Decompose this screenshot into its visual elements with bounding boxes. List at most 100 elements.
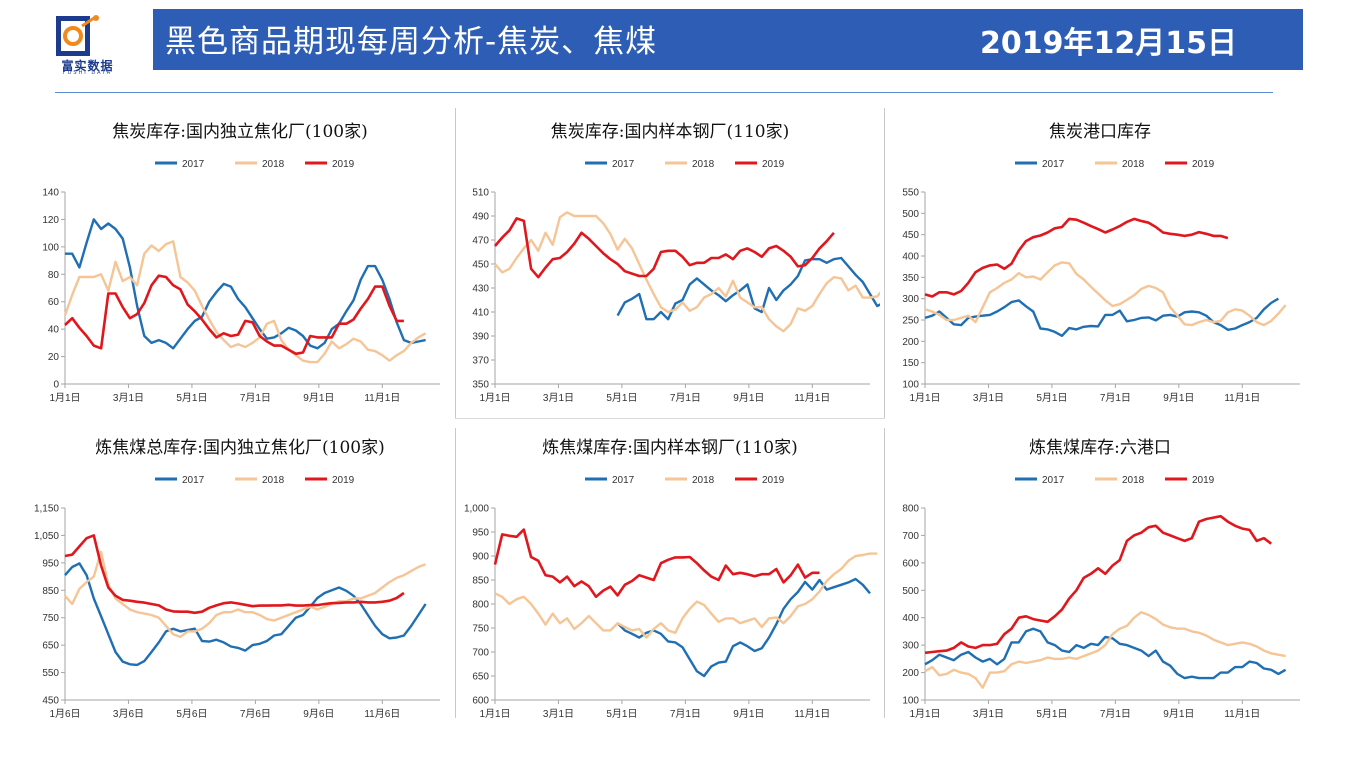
legend-label-2017: 2017 [182,475,205,486]
column-divider [455,428,456,718]
y-tick-label: 500 [902,586,919,597]
y-tick-label: 410 [472,308,489,319]
x-tick-label: 5月1日 [176,392,207,404]
x-tick-label: 9月6日 [303,708,334,720]
legend-label-2017: 2017 [612,475,635,486]
y-tick-label: 850 [42,586,59,597]
chart-panel-cokingcoal-ports: 炼焦煤库存:六港口 100 200 300 400 500 600 700 800 1月1日 3月… [890,433,1310,733]
y-tick-label: 80 [48,270,60,281]
x-tick-label: 3月1日 [543,708,574,720]
y-tick-label: 200 [902,668,919,679]
chart-title: 焦炭库存:国内样本钢厂(110家) [550,122,790,142]
y-tick-label: 40 [48,325,60,336]
y-tick-label: 550 [42,668,59,679]
legend-label-2019: 2019 [1192,475,1215,486]
y-tick-label: 450 [42,696,59,707]
x-tick-label: 1月1日 [909,708,940,720]
x-tick-label: 9月1日 [733,392,764,404]
y-tick-label: 350 [902,273,919,284]
y-tick-label: 500 [902,209,919,220]
series-line-2018 [494,552,878,639]
series-line-2019 [64,274,404,356]
legend-label-2017: 2017 [1042,475,1065,486]
y-tick-label: 700 [472,648,489,659]
y-tick-label: 100 [902,696,919,707]
chart-panel-cokingcoal-independent: 炼焦煤总库存:国内独立焦化厂(100家) 450 550 650 750 850 950 1… [30,433,450,733]
column-divider [884,428,885,718]
y-tick-label: 900 [472,552,489,563]
legend-label-2018: 2018 [1122,475,1145,486]
x-tick-label: 5月1日 [1036,392,1067,404]
chart-panel-coke-port: 焦炭港口库存 100 150 200 250 300 350 400 450 500 550 1月1… [890,117,1310,417]
x-tick-label: 3月1日 [543,392,574,404]
y-tick-label: 490 [472,212,489,223]
y-tick-label: 350 [472,380,489,391]
legend-label-2019: 2019 [332,159,355,170]
x-tick-label: 7月1日 [670,708,701,720]
chart-title: 炼焦煤总库存:国内独立焦化厂(100家) [95,438,385,458]
legend-label-2017: 2017 [612,159,635,170]
legend-label-2018: 2018 [692,159,715,170]
legend-label-2018: 2018 [262,159,285,170]
chart-title: 焦炭库存:国内独立焦化厂(100家) [112,122,368,142]
series-line-2017 [64,562,427,667]
series-line-2017 [616,577,871,678]
legend-label-2019: 2019 [1192,159,1215,170]
column-divider [884,108,885,418]
legend-label-2019: 2019 [332,475,355,486]
x-tick-label: 9月1日 [733,708,764,720]
y-tick-label: 450 [902,230,919,241]
y-tick-label: 650 [472,672,489,683]
chart-svg: 100 200 300 400 500 600 700 800 1月1日 3月1日 5月1日 7月1日… [902,475,1300,720]
chart-svg: 350 370 390 410 430 450 470 490 510 1月1日 3月1日 5月1日 7… [472,159,880,404]
x-tick-label: 11月1日 [794,392,830,404]
legend-label-2017: 2017 [1042,159,1065,170]
legend-label-2019: 2019 [762,475,785,486]
x-tick-label: 11月1日 [794,708,830,720]
logo-subtitle: FUSHI DATA [62,70,113,76]
y-tick-label: 750 [472,624,489,635]
x-tick-label: 1月6日 [49,708,80,720]
series-line-2017 [924,297,1280,337]
y-tick-label: 390 [472,332,489,343]
chart-title: 炼焦煤库存:六港口 [1029,438,1171,458]
chart-svg: 100 150 200 250 300 350 400 450 500 550 1月1日 3月1日 5月… [902,159,1300,404]
y-tick-label: 400 [902,613,919,624]
series-line-2018 [494,211,880,333]
y-tick-label: 450 [472,260,489,271]
x-tick-label: 11月6日 [364,708,400,720]
chart-panel-coke-steelmills: 焦炭库存:国内样本钢厂(110家) 350 370 390 410 430 450 470 4… [460,117,880,417]
header-divider [55,92,1273,93]
y-tick-label: 150 [902,358,919,369]
x-tick-label: 11月1日 [1224,708,1260,720]
x-tick-label: 1月1日 [909,392,940,404]
series-line-2019 [494,217,835,279]
y-tick-label: 700 [902,531,919,542]
x-tick-label: 9月1日 [303,392,334,404]
y-tick-label: 1,050 [34,531,59,542]
series-line-2018 [64,550,427,639]
column-divider [455,108,456,418]
y-tick-label: 1,000 [464,504,489,515]
logo-text: 富实数据 [61,59,114,73]
series-line-2017 [924,627,1287,680]
chart-svg: 0 20 40 60 80 100 120 140 1月1日 3月1日 5月1日 7月1日 9月1日 11… [42,159,440,404]
chart-panel-coke-independent: 焦炭库存:国内独立焦化厂(100家) 0 20 40 60 80 100 120 140 1月1… [30,117,450,417]
fushi-data-logo [56,15,99,56]
y-tick-label: 600 [472,696,489,707]
y-tick-label: 120 [42,215,59,226]
y-tick-label: 430 [472,284,489,295]
x-tick-label: 9月1日 [1163,708,1194,720]
y-tick-label: 140 [42,188,59,199]
page-title: 黑色商品期现每周分析-焦炭、焦煤 [165,24,658,60]
series-line-2017 [65,218,426,350]
y-tick-label: 1,150 [34,504,59,515]
y-tick-label: 20 [48,352,60,363]
legend-label-2019: 2019 [762,159,785,170]
y-tick-label: 950 [472,528,489,539]
y-tick-label: 950 [42,558,59,569]
header-bar [153,9,1303,70]
series-line-2019 [493,528,820,599]
y-tick-label: 850 [472,576,489,587]
y-tick-label: 510 [472,188,489,199]
